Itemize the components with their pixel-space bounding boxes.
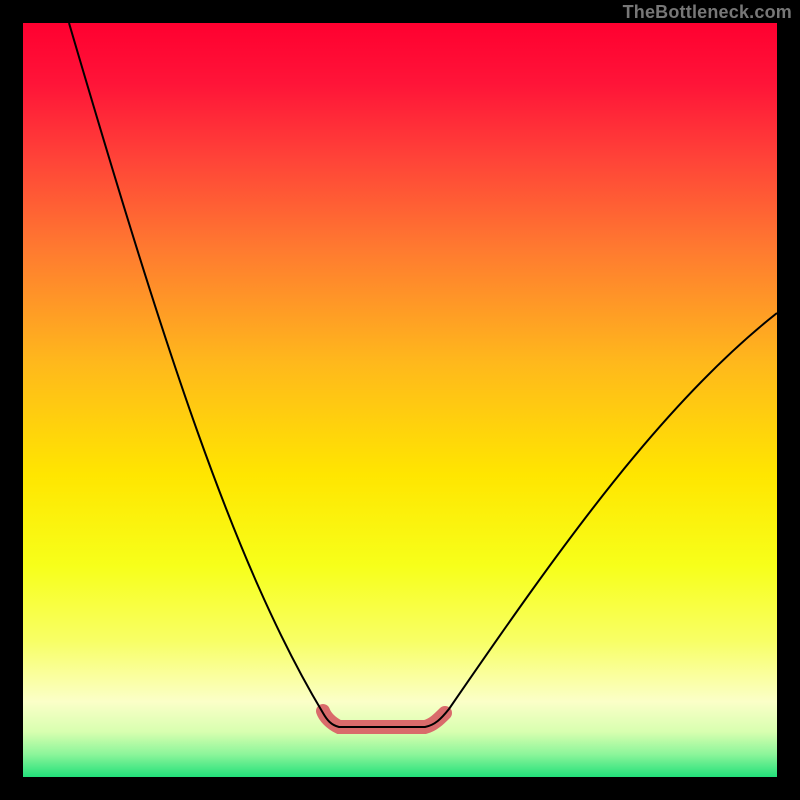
attribution-label: TheBottleneck.com	[623, 2, 792, 23]
border-right	[777, 0, 800, 800]
background-gradient	[23, 23, 777, 777]
border-bottom	[0, 777, 800, 800]
border-left	[0, 0, 23, 800]
chart-area	[23, 23, 777, 777]
chart-container: TheBottleneck.com	[0, 0, 800, 800]
chart-svg	[23, 23, 777, 777]
